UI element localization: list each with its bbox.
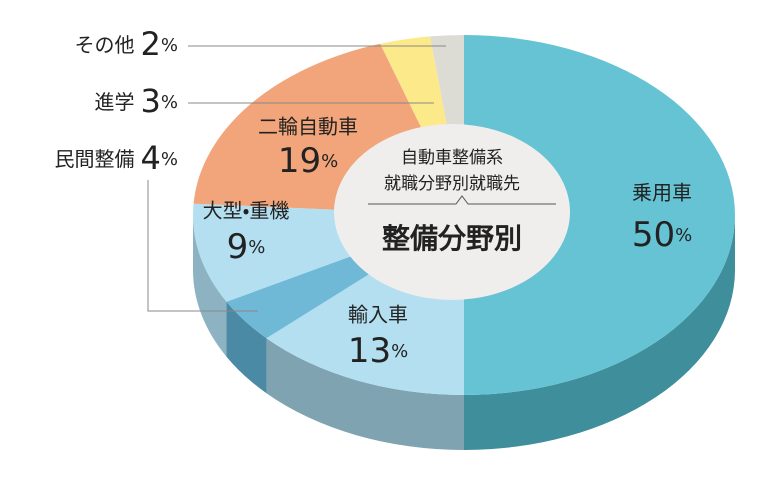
chart-title: 整備分野別 (382, 222, 522, 255)
value-label: 19% (278, 141, 338, 181)
slice-side (226, 301, 267, 394)
slice-label: 乗用車 (632, 181, 692, 205)
subtitle: 自動車整備系 (401, 148, 503, 168)
value: 19 (278, 141, 321, 181)
category: 民間整備 (55, 147, 135, 171)
value: 4 (141, 139, 161, 177)
slice (464, 35, 735, 395)
value: 50 (632, 215, 675, 255)
slice-side (266, 338, 464, 450)
unit: % (391, 341, 408, 362)
slice-label: 大型・重機 (203, 199, 290, 223)
slice-label: 輸入車 (348, 303, 408, 327)
slice-label: 民間整備 4% (55, 139, 178, 177)
value: 9 (227, 227, 249, 267)
value-label: 13% (348, 331, 408, 371)
category: 進学 (95, 90, 135, 114)
unit: % (321, 151, 338, 172)
category: その他 (75, 33, 135, 57)
unit: % (161, 35, 178, 56)
pie-sides (193, 215, 735, 450)
unit: % (675, 225, 692, 246)
slice-side (193, 215, 227, 357)
slice-label: 進学 3% (95, 82, 178, 120)
unit: % (161, 92, 178, 113)
donut-hole (334, 124, 570, 300)
subtitle: 就職分野別就職先 (384, 174, 520, 194)
slice-label: 二輪自動車 (258, 115, 358, 139)
value-label: 9% (227, 227, 266, 267)
slice-label: その他 2% (75, 25, 178, 63)
value: 13 (348, 331, 391, 371)
leader-line (147, 180, 258, 312)
unit: % (248, 237, 265, 258)
unit: % (161, 149, 178, 170)
value: 2 (141, 25, 161, 63)
slice-side (464, 215, 735, 450)
value: 3 (141, 82, 161, 120)
value-label: 50% (632, 215, 692, 255)
separator (368, 195, 556, 205)
